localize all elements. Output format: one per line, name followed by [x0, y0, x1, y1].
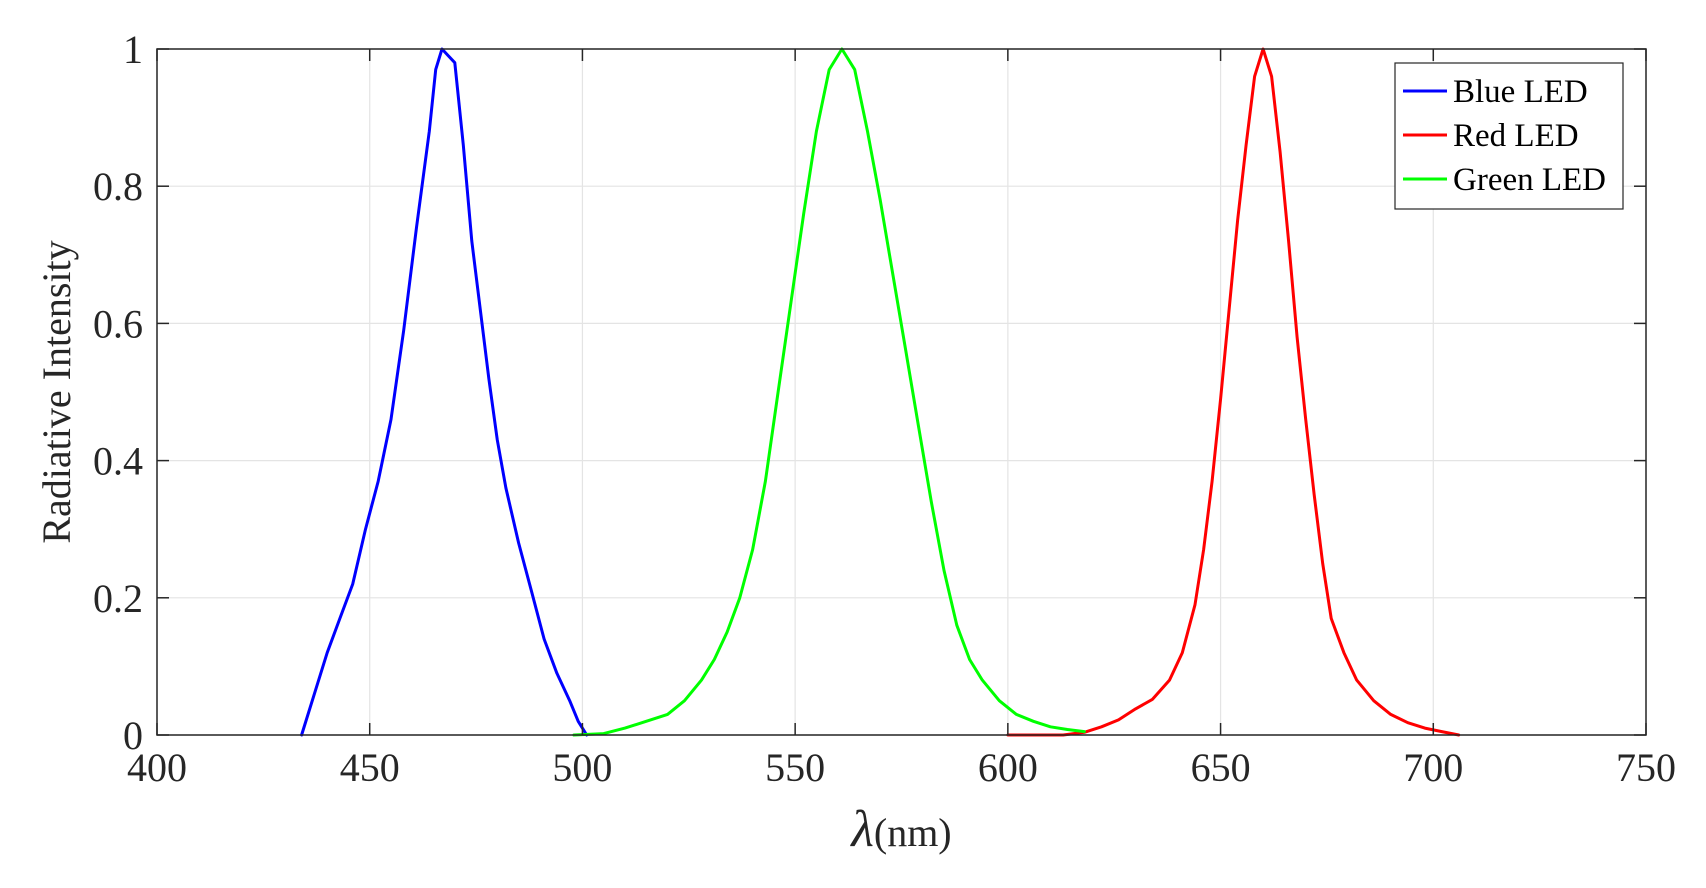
plot-area-border — [156, 48, 1647, 736]
x-tick-label: 450 — [340, 745, 400, 790]
x-tick-label: 500 — [552, 745, 612, 790]
legend: Blue LED Red LED Green LED — [1394, 62, 1624, 210]
y-tick-label: 0.8 — [93, 164, 143, 209]
legend-label-green-led: Green LED — [1453, 162, 1606, 198]
x-tick-label: 650 — [1191, 745, 1251, 790]
y-tick-label: 1 — [123, 27, 143, 72]
series-line-red-led — [1006, 47, 1461, 737]
y-tick-label: 0.2 — [93, 576, 143, 621]
x-tick-label: 700 — [1403, 745, 1463, 790]
y-tick-label: 0.4 — [93, 439, 143, 484]
x-axis-label-symbol: λ — [849, 801, 874, 858]
x-axis-label-unit: (nm) — [874, 810, 952, 855]
x-tick-labels: 400 450 500 550 600 650 700 750 — [127, 745, 1676, 790]
x-tick-label: 550 — [765, 745, 825, 790]
y-axis-label: Radiative Intensity — [34, 240, 79, 543]
x-tick-label: 400 — [127, 745, 187, 790]
x-axis-label: λ(nm) — [849, 801, 951, 858]
legend-label-blue-led: Blue LED — [1453, 74, 1588, 110]
series-line-blue-led — [300, 47, 589, 737]
y-tick-label: 0 — [123, 713, 143, 758]
y-tick-label: 0.6 — [93, 301, 143, 346]
legend-label-red-led: Red LED — [1453, 118, 1579, 154]
tick-marks — [156, 48, 1647, 736]
x-tick-label: 750 — [1616, 745, 1676, 790]
y-tick-labels: 0 0.2 0.4 0.6 0.8 1 — [93, 27, 143, 758]
x-tick-label: 600 — [978, 745, 1038, 790]
